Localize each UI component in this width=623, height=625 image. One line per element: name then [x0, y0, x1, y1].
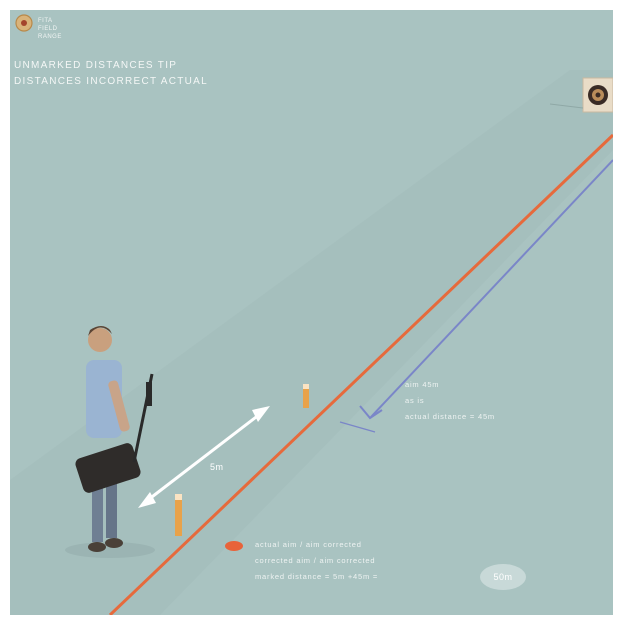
measure-arrow [138, 406, 270, 508]
ground-annotation-line-2: corrected aim / aim corrected [255, 556, 376, 565]
fita-logo-icon [15, 14, 33, 32]
diagram-frame: FITA FIELD RANGE UNMARKED DISTANCES TIP … [10, 10, 613, 615]
range-scene [10, 14, 613, 615]
logo-line-3: RANGE [38, 34, 62, 40]
logo-line-2: FIELD [38, 26, 58, 32]
ground-annotation-line-3: marked distance = 5m +45m = [255, 572, 379, 581]
aim-line [339, 159, 613, 433]
range-ground-band [10, 70, 613, 615]
logo-line-1: FITA [38, 18, 53, 24]
shot-annotation-line-2: as is [405, 396, 425, 405]
ground-marker-icon [225, 541, 243, 551]
title-line-2: DISTANCES INCORRECT ACTUAL [14, 76, 209, 87]
shot-annotation-line-3: actual distance = 45m [405, 412, 495, 421]
archery-target-icon [549, 77, 613, 113]
actual-distance-line [108, 133, 613, 615]
ground-annotation-line-1: actual aim / aim corrected [255, 540, 362, 549]
title-line-1: UNMARKED DISTANCES TIP [14, 60, 178, 71]
measure-label: 5m [210, 462, 224, 472]
shot-annotation-line-1: aim 45m [405, 380, 440, 389]
distance-stake-near [175, 494, 182, 536]
distance-stake-far [303, 384, 309, 408]
archer-figure-icon [65, 326, 155, 558]
total-distance-badge: 50m [480, 564, 526, 590]
